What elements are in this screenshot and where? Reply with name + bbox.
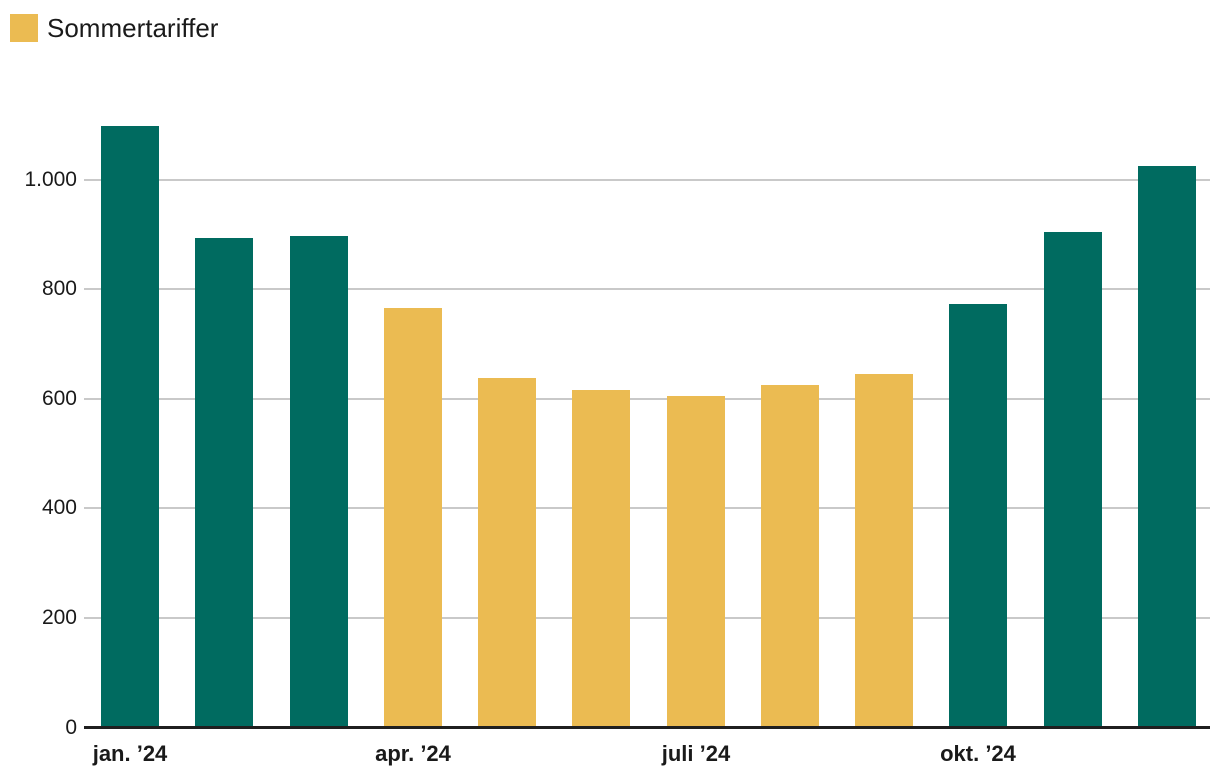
x-axis-line — [84, 726, 1210, 729]
legend[interactable]: Sommertariffer — [10, 13, 218, 43]
x-axis-tick-label-3: apr. ’24 — [375, 741, 451, 766]
gridline-200 — [84, 617, 1210, 619]
gridline-800 — [84, 288, 1210, 290]
y-axis-tick-label-200: 200 — [41, 606, 77, 629]
bar-month-4[interactable] — [384, 308, 442, 726]
bar-month-11[interactable] — [1044, 232, 1102, 726]
bar-month-1[interactable] — [101, 126, 159, 726]
bar-month-7[interactable] — [667, 396, 725, 726]
x-axis-tick-label-0: jan. ’24 — [92, 741, 168, 766]
bar-month-5[interactable] — [478, 378, 536, 726]
x-axis-tick-label-6: juli ’24 — [661, 741, 731, 766]
bar-month-3[interactable] — [290, 236, 348, 726]
y-axis-tick-label-1.000: 1.000 — [24, 168, 77, 191]
x-axis-tick-label-9: okt. ’24 — [940, 741, 1016, 766]
y-axis-tick-label-800: 800 — [41, 277, 77, 300]
gridline-600 — [84, 398, 1210, 400]
legend-swatch-sommertariffer — [10, 14, 38, 42]
bar-month-10[interactable] — [949, 304, 1007, 726]
y-axis-tick-label-400: 400 — [41, 496, 77, 519]
bar-month-6[interactable] — [572, 390, 630, 726]
bar-month-12[interactable] — [1138, 166, 1196, 726]
legend-label: Sommertariffer — [47, 13, 219, 43]
bar-month-2[interactable] — [195, 238, 253, 726]
gridline-1.000 — [84, 179, 1210, 181]
bar-month-8[interactable] — [761, 385, 819, 726]
bar-month-9[interactable] — [855, 374, 913, 726]
y-axis-tick-label-0: 0 — [65, 716, 77, 739]
y-axis-tick-label-600: 600 — [41, 387, 77, 410]
gridline-400 — [84, 507, 1210, 509]
